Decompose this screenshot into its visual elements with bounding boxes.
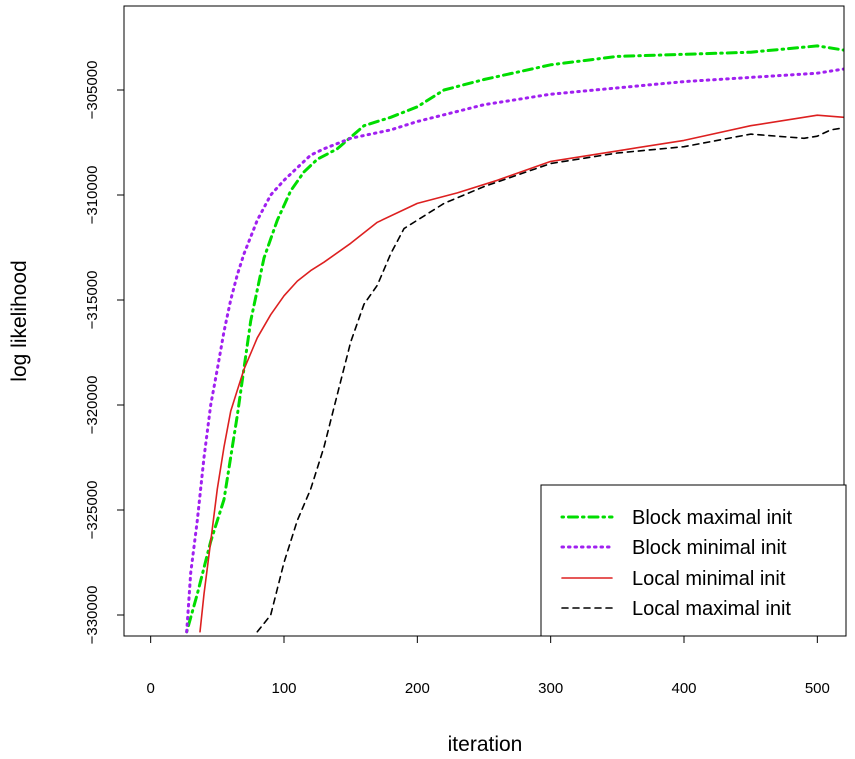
series-line-3	[256, 127, 844, 633]
plot-frame	[123, 5, 845, 637]
series-line-1	[185, 67, 844, 634]
legend-label-1: Block minimal init	[632, 537, 787, 559]
y-tick-label-3: −315000	[84, 271, 101, 330]
x-axis: 0 100 200 300 400 500	[146, 636, 830, 697]
x-tick-label-0: 0	[146, 680, 154, 697]
legend-label-0: Block maximal init	[632, 507, 792, 529]
y-axis: −330000 −325000 −320000 −315000 −310000 −3050…	[84, 61, 124, 645]
x-axis-title: iteration	[448, 733, 523, 756]
x-tick-label-3: 300	[538, 680, 563, 697]
y-tick-label-0: −330000	[84, 586, 101, 645]
x-tick-label-4: 400	[671, 680, 696, 697]
legend-box	[540, 484, 847, 637]
y-axis-title: log likelihood	[8, 260, 31, 381]
x-tick-label-1: 100	[271, 680, 296, 697]
x-tick-label-5: 500	[805, 680, 830, 697]
x-tick-label-2: 200	[405, 680, 430, 697]
legend: Block maximal init Block minimal init Loca…	[540, 484, 847, 637]
series-layer	[185, 44, 844, 634]
series-line-0	[185, 44, 844, 634]
legend-label-3: Local maximal init	[632, 598, 791, 620]
y-tick-label-4: −310000	[84, 166, 101, 225]
y-tick-label-1: −325000	[84, 481, 101, 540]
series-line-2	[199, 114, 844, 633]
y-tick-label-2: −320000	[84, 376, 101, 435]
legend-label-2: Local minimal init	[632, 568, 786, 590]
y-tick-label-5: −305000	[84, 61, 101, 120]
